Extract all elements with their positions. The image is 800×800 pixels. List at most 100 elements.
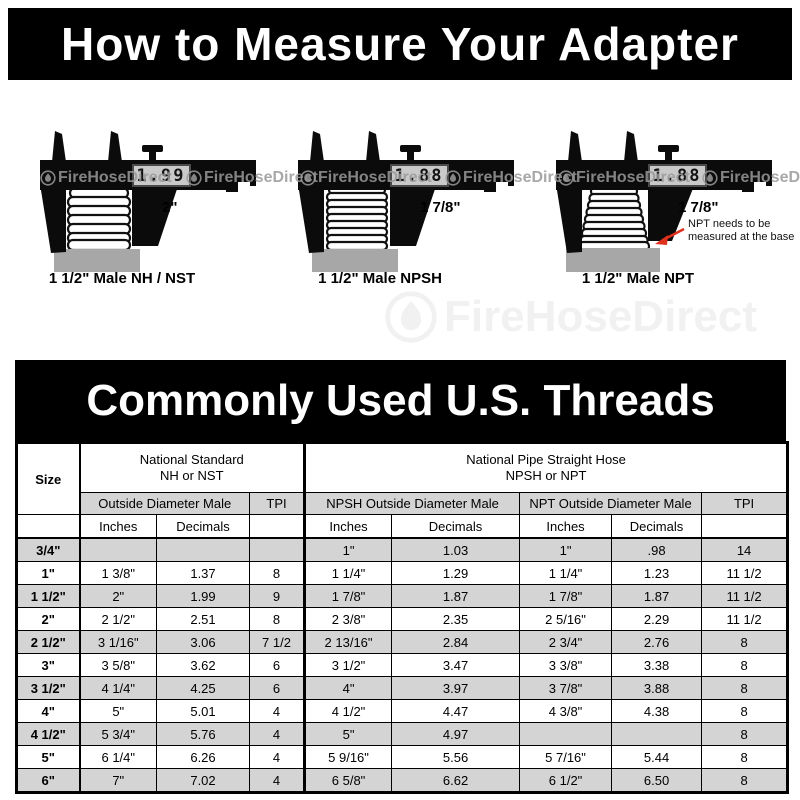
table-cell-size: 3/4"	[16, 537, 81, 562]
table-cell-npt_in: 6 1/2"	[519, 768, 613, 793]
table-cell-npt_in: 4 3/8"	[519, 699, 613, 723]
thread-coils	[325, 184, 389, 252]
table-cell-npt_dec: 1.87	[611, 584, 703, 608]
npt-note-arrow	[655, 227, 685, 245]
table-cell-nh_tpi	[248, 537, 307, 562]
table-cell-npt_dec: 2.76	[611, 630, 703, 654]
table-cell-nh_dec: 6.26	[156, 745, 250, 769]
caliper-caption-npsh: 1 1/2" Male NPSH	[318, 270, 442, 287]
table-cell-nh_dec	[156, 537, 250, 562]
table-cell-nh_in: 3 1/16"	[79, 630, 157, 654]
table-cell-npt_dec: 1.23	[611, 561, 703, 585]
thread-coils	[66, 186, 132, 252]
table-cell-size: 1 1/2"	[16, 584, 81, 608]
table-row: 5" 6 1/4" 6.26 4 5 9/16" 5.56 5 7/16" 5.44 8	[16, 745, 789, 769]
table-cell-npt_in: 5 7/16"	[519, 745, 613, 769]
table-cell-npsh_in: 1"	[304, 537, 393, 562]
table-cell-nh_in: 5"	[79, 699, 157, 723]
table-cell-nh_in: 4 1/4"	[79, 676, 157, 700]
header-nh-decimals: Decimals	[156, 514, 250, 539]
table-cell-npsh_in: 1 1/4"	[304, 561, 393, 585]
table-cell-npsh_in: 6 5/8"	[304, 768, 393, 793]
table-cell-npt_dec: 4.38	[611, 699, 703, 723]
top-banner: How to Measure Your Adapter	[8, 8, 792, 80]
table-row: 2 1/2" 3 1/16" 3.06 7 1/2 2 13/16" 2.84 2 3/4"…	[16, 630, 789, 654]
caliper-display-value: 1.88	[653, 166, 702, 186]
table-title: Commonly Used U.S. Threads	[86, 375, 715, 425]
table-row: 3" 3 5/8" 3.62 6 3 1/2" 3.47 3 3/8" 3.38 8	[16, 653, 789, 677]
header-group-nh-line1: National Standard	[139, 451, 244, 467]
table-cell-nh_in: 7"	[79, 768, 157, 793]
measurement-label: 1 7/8"	[420, 199, 460, 216]
table-cell-tpi: 8	[701, 676, 789, 700]
table-cell-size: 6"	[16, 768, 81, 793]
header-empty-tpi-pipe	[701, 514, 789, 539]
table-cell-npt_in: 2 3/4"	[519, 630, 613, 654]
header-group-pipe-line2: NPSH or NPT	[505, 468, 587, 483]
table-cell-nh_tpi: 4	[248, 722, 307, 746]
header-npt-outside-diameter: NPT Outside Diameter Male	[519, 492, 703, 515]
header-npsh-outside-diameter: NPSH Outside Diameter Male	[304, 492, 521, 515]
caliper-caption-npt: 1 1/2" Male NPT	[581, 270, 695, 287]
fitting-base	[54, 249, 140, 272]
flame-logo-icon	[385, 291, 437, 343]
table-cell-npt_in	[519, 722, 613, 746]
table-cell-nh_tpi: 6	[248, 653, 307, 677]
header-nh-inches: Inches	[79, 514, 157, 539]
table-cell-npsh_dec: 1.87	[391, 584, 521, 608]
header-npt-inches: Inches	[519, 514, 613, 539]
caliper-caption-nh: 1 1/2" Male NH / NST	[48, 270, 196, 287]
table-cell-npsh_in: 5 9/16"	[304, 745, 393, 769]
table-cell-npsh_dec: 3.97	[391, 676, 521, 700]
table-cell-tpi: 11 1/2	[701, 561, 789, 585]
table-cell-npsh_dec: 2.35	[391, 607, 521, 631]
table-cell-size: 2 1/2"	[16, 630, 81, 654]
table-cell-nh_tpi: 7 1/2	[248, 630, 307, 654]
table-cell-size: 3"	[16, 653, 81, 677]
header-tpi-pipe: TPI	[701, 492, 789, 515]
measurement-label: 1 7/8"	[678, 199, 718, 216]
table-cell-npsh_in: 5"	[304, 722, 393, 746]
table-cell-npt_dec: 5.44	[611, 745, 703, 769]
table-cell-npt_dec: 3.38	[611, 653, 703, 677]
table-cell-tpi: 8	[701, 653, 789, 677]
header-size: Size	[16, 442, 81, 515]
table-cell-tpi: 11 1/2	[701, 584, 789, 608]
table-cell-npt_dec: 6.50	[611, 768, 703, 793]
watermark-large: FireHoseDirect	[384, 290, 757, 344]
table-cell-size: 4 1/2"	[16, 722, 81, 746]
header-group-pipe-straight-hose: National Pipe Straight Hose NPSH or NPT	[304, 442, 789, 493]
header-npt-decimals: Decimals	[611, 514, 703, 539]
table-cell-npsh_dec: 3.47	[391, 653, 521, 677]
caliper-display-value: 1.88	[395, 166, 444, 186]
table-cell-npt_dec: .98	[611, 537, 703, 562]
page-title: How to Measure Your Adapter	[61, 18, 739, 70]
caliper-panel-npt: 1.88 1 7/8" NPT needs to be measured at …	[548, 126, 798, 296]
table-cell-nh_tpi: 9	[248, 584, 307, 608]
table-cell-npsh_in: 2 3/8"	[304, 607, 393, 631]
header-group-nh-line2: NH or NST	[159, 468, 224, 483]
table-cell-nh_in: 2 1/2"	[79, 607, 157, 631]
table-cell-size: 5"	[16, 745, 81, 769]
table-cell-npt_in: 3 3/8"	[519, 653, 613, 677]
table-cell-nh_dec: 4.25	[156, 676, 250, 700]
header-empty-size	[16, 514, 81, 539]
header-empty-tpi-nh	[248, 514, 307, 539]
table-cell-npsh_in: 2 13/16"	[304, 630, 393, 654]
table-cell-npsh_in: 1 7/8"	[304, 584, 393, 608]
table-cell-npsh_dec: 1.29	[391, 561, 521, 585]
table-cell-npt_in: 1 1/4"	[519, 561, 613, 585]
header-tpi-nh: TPI	[248, 492, 307, 515]
table-cell-tpi: 14	[701, 537, 789, 562]
table-cell-npsh_dec: 5.56	[391, 745, 521, 769]
table-row: 4 1/2" 5 3/4" 5.76 4 5" 4.97 8	[16, 722, 789, 746]
table-cell-npsh_dec: 4.47	[391, 699, 521, 723]
table-cell-npsh_in: 4"	[304, 676, 393, 700]
table-cell-nh_tpi: 8	[248, 561, 307, 585]
table-cell-nh_dec: 1.99	[156, 584, 250, 608]
table-cell-size: 2"	[16, 607, 81, 631]
table-cell-npsh_in: 4 1/2"	[304, 699, 393, 723]
table-cell-nh_in: 5 3/4"	[79, 722, 157, 746]
table-row: 3/4" 1" 1.03 1" .98 14	[16, 537, 789, 562]
table-cell-npsh_in: 3 1/2"	[304, 653, 393, 677]
